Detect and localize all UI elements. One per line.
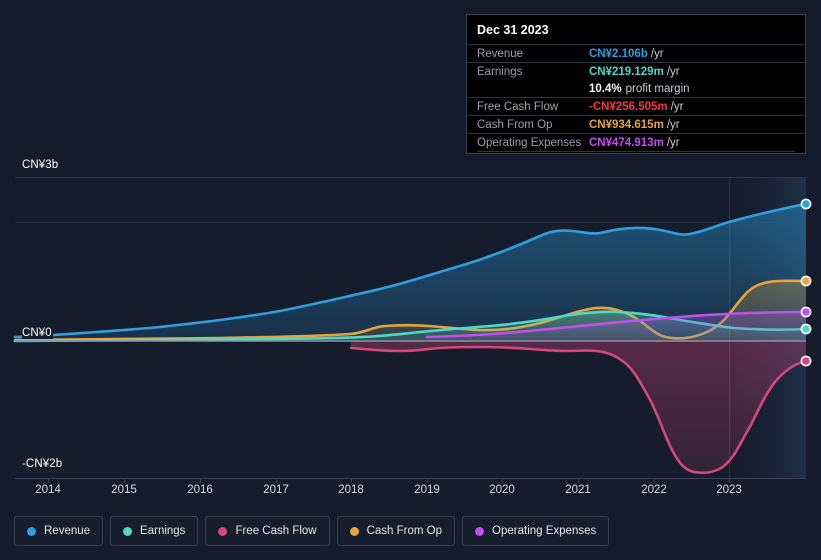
x-axis-label-2023: 2023 xyxy=(716,484,742,496)
tooltip-value-free-cash-flow: -CN¥256.505m xyxy=(589,100,668,113)
tooltip-row-cash-from-op: Cash From Op CN¥934.615m /yr xyxy=(467,115,805,133)
tooltip-value-cash-from-op: CN¥934.615m xyxy=(589,118,664,131)
tooltip-unit-operating-expenses: /yr xyxy=(666,136,680,149)
tooltip-unit-earnings: /yr xyxy=(666,65,680,78)
tooltip-row-profit-margin: 10.4% profit margin xyxy=(467,80,805,97)
tooltip-value-profit-margin: 10.4% xyxy=(589,82,622,95)
tooltip-unit-cash-from-op: /yr xyxy=(666,118,680,131)
gridlines xyxy=(15,177,806,223)
legend-dot-earnings xyxy=(123,526,133,536)
legend-label-operating-expenses: Operating Expenses xyxy=(492,525,597,537)
x-axis-label-2014: 2014 xyxy=(35,484,61,496)
x-axis-label-2016: 2016 xyxy=(187,484,213,496)
legend-item-earnings[interactable]: Earnings xyxy=(110,516,199,546)
legend-label-revenue: Revenue xyxy=(44,525,91,537)
legend-dot-free-cash-flow xyxy=(218,526,228,536)
y-axis-label-bottom: -CN¥2b xyxy=(22,458,63,470)
tooltip-bottom-divider xyxy=(477,151,795,152)
series-area-revenue xyxy=(15,204,806,341)
tooltip-sublabel-profit-margin: profit margin xyxy=(625,82,690,95)
tooltip-label-operating-expenses: Operating Expenses xyxy=(477,136,582,149)
series-area-free-cash-flow xyxy=(351,341,806,473)
endpoint-earnings xyxy=(800,323,812,335)
y-axis-label-zero: CN¥0 xyxy=(22,327,53,339)
x-axis-label-2018: 2018 xyxy=(338,484,364,496)
endpoint-revenue xyxy=(800,198,812,210)
tooltip-label-earnings: Earnings xyxy=(477,65,523,78)
x-axis-label-2017: 2017 xyxy=(263,484,289,496)
legend-dot-cash-from-op xyxy=(349,526,359,536)
tooltip-row-earnings: Earnings CN¥219.129m /yr xyxy=(467,62,805,80)
legend-item-cash-from-op[interactable]: Cash From Op xyxy=(336,516,456,546)
series-line-revenue xyxy=(13,202,808,339)
tooltip-date: Dec 31 2023 xyxy=(477,23,549,37)
tooltip-label-cash-from-op: Cash From Op xyxy=(477,118,553,131)
tooltip-value-earnings: CN¥219.129m xyxy=(589,65,664,78)
x-axis-label-2021: 2021 xyxy=(565,484,591,496)
legend-dot-revenue xyxy=(27,526,36,536)
x-axis-label-2019: 2019 xyxy=(414,484,440,496)
tooltip-row-revenue: Revenue CN¥2.106b /yr xyxy=(467,44,805,62)
x-axis-label-2020: 2020 xyxy=(489,484,515,496)
legend-label-earnings: Earnings xyxy=(140,525,186,537)
tooltip-label-free-cash-flow: Free Cash Flow xyxy=(477,100,559,113)
tooltip-value-revenue: CN¥2.106b xyxy=(589,47,648,60)
legend-label-free-cash-flow: Free Cash Flow xyxy=(235,525,317,537)
series-line-operating-expenses xyxy=(425,310,808,339)
endpoint-cash-from-op xyxy=(800,275,812,287)
datapoint-tooltip: Dec 31 2023 Revenue CN¥2.106b /yr Earnin… xyxy=(466,14,806,154)
legend-dot-operating-expenses xyxy=(475,526,485,536)
x-axis-label-2015: 2015 xyxy=(111,484,137,496)
tooltip-value-operating-expenses: CN¥474.913m xyxy=(589,136,664,149)
legend-item-free-cash-flow[interactable]: Free Cash Flow xyxy=(205,516,330,546)
endpoint-operating-expenses xyxy=(800,306,812,318)
tooltip-row-free-cash-flow: Free Cash Flow -CN¥256.505m /yr xyxy=(467,97,805,115)
tooltip-unit-revenue: /yr xyxy=(650,47,664,60)
legend-label-cash-from-op: Cash From Op xyxy=(366,525,443,537)
tooltip-unit-free-cash-flow: /yr xyxy=(670,100,684,113)
series-endpoint-markers xyxy=(800,198,812,367)
tooltip-row-operating-expenses: Operating Expenses CN¥474.913m /yr xyxy=(467,133,805,151)
legend-item-revenue[interactable]: Revenue xyxy=(14,516,104,546)
series-line-free-cash-flow xyxy=(349,345,808,475)
legend-item-operating-expenses[interactable]: Operating Expenses xyxy=(462,516,610,546)
x-axis-label-2022: 2022 xyxy=(641,484,667,496)
x-axis-ticks xyxy=(48,478,730,483)
y-axis-label-top: CN¥3b xyxy=(22,159,59,171)
endpoint-free-cash-flow xyxy=(800,355,812,367)
chart-legend: Revenue Earnings Free Cash Flow Cash Fro… xyxy=(14,516,610,546)
series-area-operating-expenses xyxy=(427,312,806,341)
tooltip-label-revenue: Revenue xyxy=(477,47,524,60)
